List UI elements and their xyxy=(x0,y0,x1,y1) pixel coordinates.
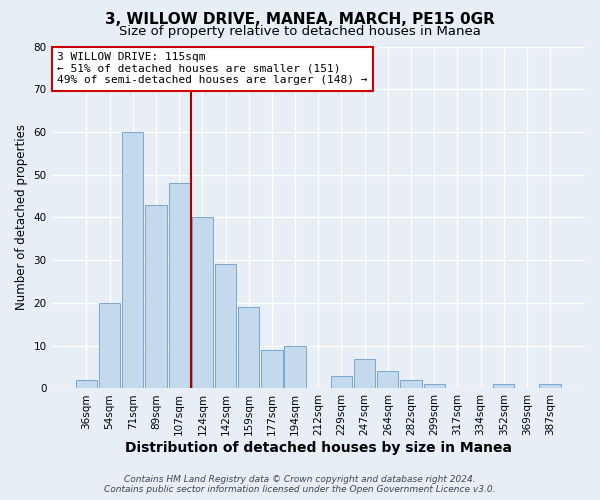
X-axis label: Distribution of detached houses by size in Manea: Distribution of detached houses by size … xyxy=(125,441,512,455)
Bar xyxy=(354,358,375,388)
Bar xyxy=(261,350,283,389)
Text: Contains HM Land Registry data © Crown copyright and database right 2024.
Contai: Contains HM Land Registry data © Crown c… xyxy=(104,474,496,494)
Bar xyxy=(238,307,259,388)
Bar xyxy=(99,303,120,388)
Bar xyxy=(122,132,143,388)
Bar xyxy=(493,384,514,388)
Bar xyxy=(284,346,306,389)
Bar xyxy=(331,376,352,388)
Bar xyxy=(377,372,398,388)
Bar xyxy=(424,384,445,388)
Text: Size of property relative to detached houses in Manea: Size of property relative to detached ho… xyxy=(119,25,481,38)
Bar xyxy=(539,384,561,388)
Bar xyxy=(215,264,236,388)
Y-axis label: Number of detached properties: Number of detached properties xyxy=(15,124,28,310)
Bar xyxy=(145,204,167,388)
Bar xyxy=(191,218,213,388)
Text: 3, WILLOW DRIVE, MANEA, MARCH, PE15 0GR: 3, WILLOW DRIVE, MANEA, MARCH, PE15 0GR xyxy=(105,12,495,28)
Bar xyxy=(76,380,97,388)
Bar xyxy=(400,380,422,388)
Text: 3 WILLOW DRIVE: 115sqm
← 51% of detached houses are smaller (151)
49% of semi-de: 3 WILLOW DRIVE: 115sqm ← 51% of detached… xyxy=(57,52,368,86)
Bar xyxy=(169,184,190,388)
